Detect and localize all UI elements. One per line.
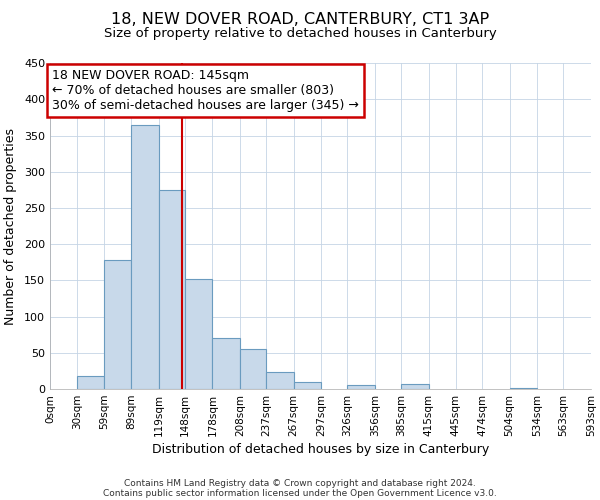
Text: Contains HM Land Registry data © Crown copyright and database right 2024.: Contains HM Land Registry data © Crown c… xyxy=(124,478,476,488)
Bar xyxy=(131,124,158,389)
Bar xyxy=(509,388,537,389)
Bar xyxy=(212,338,240,389)
Bar xyxy=(185,279,212,389)
Text: Size of property relative to detached houses in Canterbury: Size of property relative to detached ho… xyxy=(104,28,496,40)
Bar xyxy=(240,349,266,389)
Bar xyxy=(77,376,104,389)
Bar xyxy=(347,386,375,389)
Y-axis label: Number of detached properties: Number of detached properties xyxy=(4,128,17,324)
Bar xyxy=(158,190,185,389)
Bar xyxy=(266,372,293,389)
Bar xyxy=(293,382,321,389)
X-axis label: Distribution of detached houses by size in Canterbury: Distribution of detached houses by size … xyxy=(152,443,489,456)
Bar xyxy=(401,384,428,389)
Text: 18 NEW DOVER ROAD: 145sqm
← 70% of detached houses are smaller (803)
30% of semi: 18 NEW DOVER ROAD: 145sqm ← 70% of detac… xyxy=(52,69,359,112)
Text: 18, NEW DOVER ROAD, CANTERBURY, CT1 3AP: 18, NEW DOVER ROAD, CANTERBURY, CT1 3AP xyxy=(111,12,489,28)
Text: Contains public sector information licensed under the Open Government Licence v3: Contains public sector information licen… xyxy=(103,488,497,498)
Bar xyxy=(104,260,131,389)
